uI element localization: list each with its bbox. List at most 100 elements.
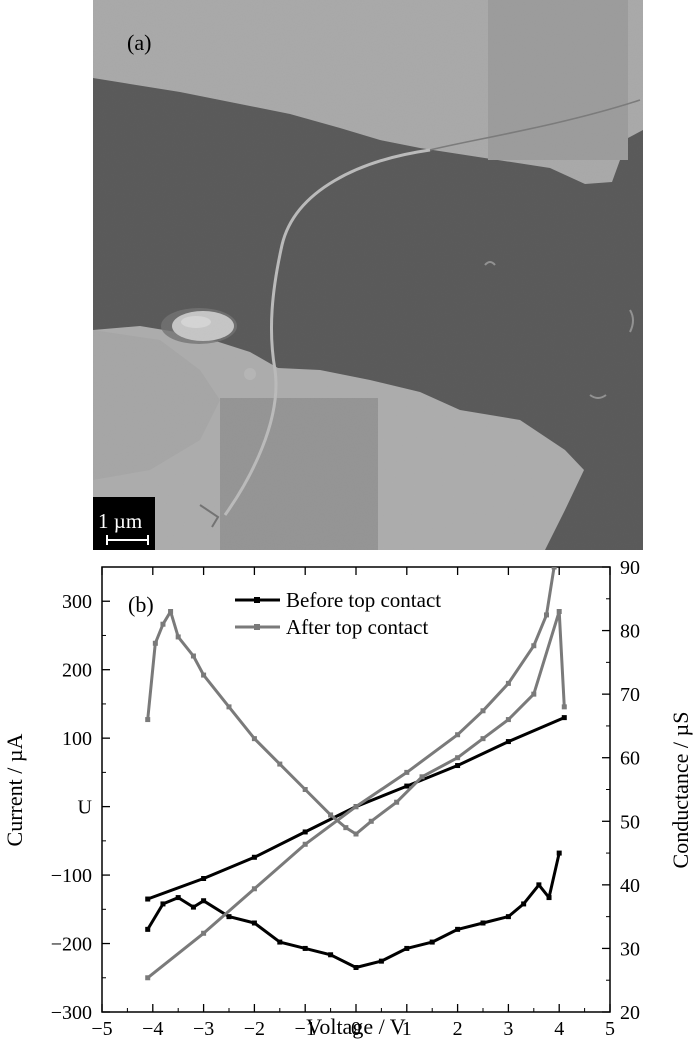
series-after-conductance-point — [368, 818, 374, 824]
series-after-current-point — [353, 804, 359, 810]
y-left-tick-label: 100 — [62, 728, 92, 750]
y-right-tick-label: 40 — [620, 875, 640, 897]
series-after-current-point — [551, 567, 557, 570]
series-after-conductance-point — [168, 609, 174, 614]
series-after-current — [146, 567, 556, 979]
series-before-conductance-point — [160, 901, 166, 907]
x-tick-label: −5 — [91, 1018, 112, 1040]
y-left-tick-label: −200 — [51, 934, 92, 956]
series-after-conductance-point — [226, 704, 232, 710]
series-after-current-point — [480, 708, 486, 714]
series-before-conductance-point — [404, 945, 410, 951]
y-left-tick-label: U — [78, 797, 93, 819]
series-after-conductance-point — [556, 609, 562, 614]
y-right-tick-label: 90 — [620, 557, 640, 579]
series-before-conductance — [146, 852, 561, 969]
x-tick-label: −1 — [295, 1018, 316, 1040]
x-tick-label: −3 — [193, 1018, 214, 1040]
y-right-tick-label: 30 — [620, 938, 640, 960]
series-before-current-point — [404, 783, 410, 789]
x-tick-label: 4 — [554, 1018, 564, 1040]
iv-plot: −5 −4 −3 −2 −1 0 1 2 3 4 5 300 200 100 U −100 −200 −300 90… — [51, 557, 640, 1040]
y-axis-left-label: Current / µA — [2, 733, 27, 846]
series-before-conductance-point — [556, 850, 562, 856]
series-after-conductance-point — [561, 704, 567, 710]
series-after-conductance-point — [152, 640, 158, 646]
panel-b-label: (b) — [128, 592, 154, 617]
x-tick-label: 0 — [351, 1018, 361, 1040]
series-after-conductance-point — [343, 825, 349, 831]
series-after-conductance-point — [505, 717, 511, 723]
y-left-tick-label: −300 — [51, 1002, 92, 1024]
series-before-current-point — [455, 763, 461, 769]
legend: Before top contact After top contact — [235, 588, 441, 639]
y-right-tick-label: 70 — [620, 684, 640, 706]
sem-image — [93, 0, 643, 550]
y-right-tick-label: 80 — [620, 621, 640, 643]
y-left-tick-label: 200 — [62, 660, 92, 682]
series-after-current-point — [505, 680, 511, 686]
legend-label: Before top contact — [286, 588, 441, 612]
x-axis-label: Voltage / V — [306, 1014, 406, 1039]
series-before-current-point — [561, 715, 567, 721]
series-after-current-point — [302, 841, 308, 847]
series-before-conductance-point — [505, 914, 511, 920]
series-before-conductance-point — [429, 939, 435, 945]
series-after-conductance-point — [328, 812, 334, 818]
series-before-current-point — [251, 854, 257, 860]
series-before-conductance-point — [277, 939, 283, 945]
y-right-tick-label: 50 — [620, 811, 640, 833]
x-tick-label: −2 — [244, 1018, 265, 1040]
series-after-conductance-point — [145, 717, 151, 723]
legend-marker — [254, 597, 260, 603]
x-tick-label: 3 — [503, 1018, 513, 1040]
series-after-current-point — [455, 732, 461, 738]
panel-a-label: (a) — [127, 30, 151, 55]
series-before-conductance-point — [353, 965, 359, 970]
series-before-conductance-point — [546, 895, 552, 901]
series-after-conductance — [146, 610, 566, 836]
series-after-conductance-point — [175, 634, 181, 640]
series-before-conductance-point — [201, 898, 207, 904]
series-before-conductance-point — [378, 958, 384, 964]
series-before-conductance-point — [226, 914, 232, 920]
series-after-conductance-point — [277, 761, 283, 767]
series-after-current-point — [531, 643, 537, 649]
series-after-current-point — [201, 930, 207, 936]
series-after-conductance-point — [455, 755, 461, 761]
x-tick-label: 1 — [402, 1018, 412, 1040]
scale-bar-label: 1 µm — [98, 509, 142, 533]
series-after-conductance-point — [302, 787, 308, 792]
series-before-conductance-point — [302, 945, 308, 951]
x-tick-label: 2 — [453, 1018, 463, 1040]
series-before-conductance-point — [455, 926, 461, 932]
series-before-current-point — [201, 876, 207, 881]
series-after-conductance-point — [201, 672, 207, 678]
series-after-conductance-point — [190, 653, 196, 659]
series-after-conductance-point — [531, 691, 537, 697]
legend-marker — [254, 624, 260, 630]
series-before-conductance-point — [480, 920, 486, 926]
y-axis-right-label: Conductance / µS — [668, 712, 693, 869]
series-after-current-point — [544, 612, 549, 618]
series-before-conductance-point — [536, 882, 542, 888]
x-tick-label: −4 — [142, 1018, 163, 1040]
series-before-current-point — [302, 829, 308, 835]
series-before-conductance-point — [328, 952, 334, 958]
y-right-tick-label: 60 — [620, 748, 640, 770]
series-after-conductance-point — [419, 774, 425, 780]
y-left-tick-label: −100 — [51, 865, 92, 887]
scale-bar: 1 µm — [93, 497, 155, 550]
y-left-tick-label: 300 — [62, 591, 92, 613]
x-tick-label: 5 — [605, 1018, 615, 1040]
series-before-conductance-point — [145, 926, 151, 932]
series-before-current-point — [145, 896, 151, 902]
series-before-conductance-point — [251, 920, 257, 926]
series-after-current-point — [145, 975, 151, 981]
legend-label: After top contact — [286, 615, 428, 639]
series-before-current-point — [505, 739, 511, 745]
series-before-conductance-point — [175, 895, 181, 901]
series-after-current-point — [251, 886, 257, 892]
series-before-conductance-point — [190, 904, 196, 910]
